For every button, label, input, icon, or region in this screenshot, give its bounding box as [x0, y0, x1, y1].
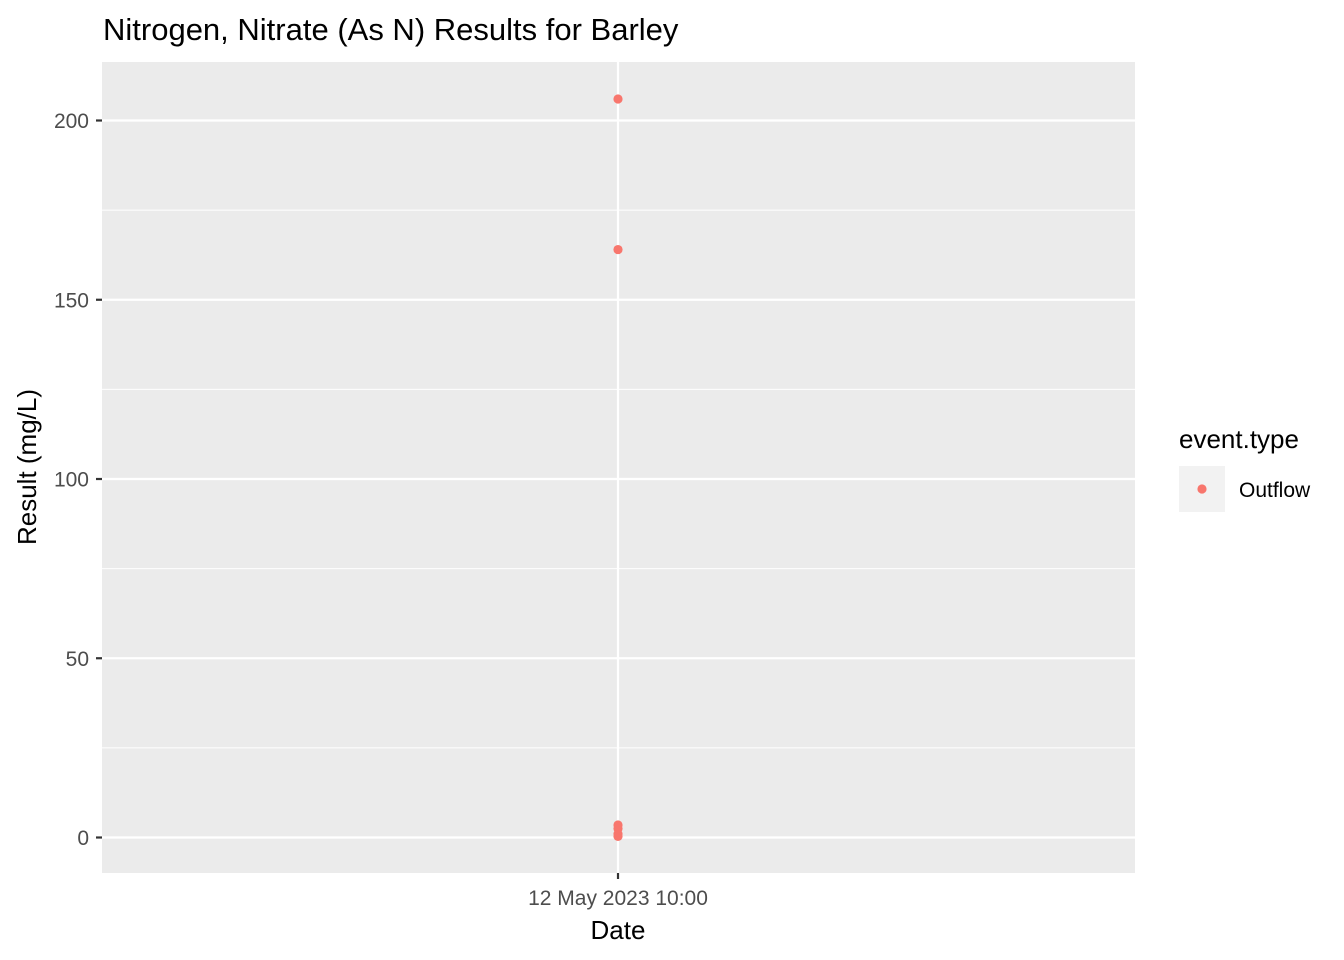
data-point [613, 831, 623, 842]
y-tick-label: 0 [77, 827, 89, 850]
legend: event.type Outflow [1179, 424, 1311, 512]
y-tick-label: 50 [66, 648, 89, 671]
data-points [613, 94, 623, 842]
x-axis: 12 May 2023 10:00 [528, 873, 708, 910]
grid-major [102, 62, 1135, 873]
y-axis: 0 50 100 150 200 [54, 110, 102, 850]
y-tick-label: 100 [54, 469, 89, 492]
legend-title: event.type [1179, 424, 1299, 454]
data-point [613, 94, 623, 104]
y-tick-label: 150 [54, 289, 89, 312]
x-tick-label: 12 May 2023 10:00 [528, 887, 708, 910]
x-axis-title: Date [591, 915, 646, 945]
y-tick-label: 200 [54, 110, 89, 133]
data-point [613, 244, 623, 255]
y-axis-title: Result (mg/L) [12, 389, 42, 545]
legend-key-point [1197, 484, 1207, 494]
chart-title: Nitrogen, Nitrate (As N) Results for Bar… [103, 12, 679, 47]
legend-label-outflow: Outflow [1239, 479, 1311, 502]
